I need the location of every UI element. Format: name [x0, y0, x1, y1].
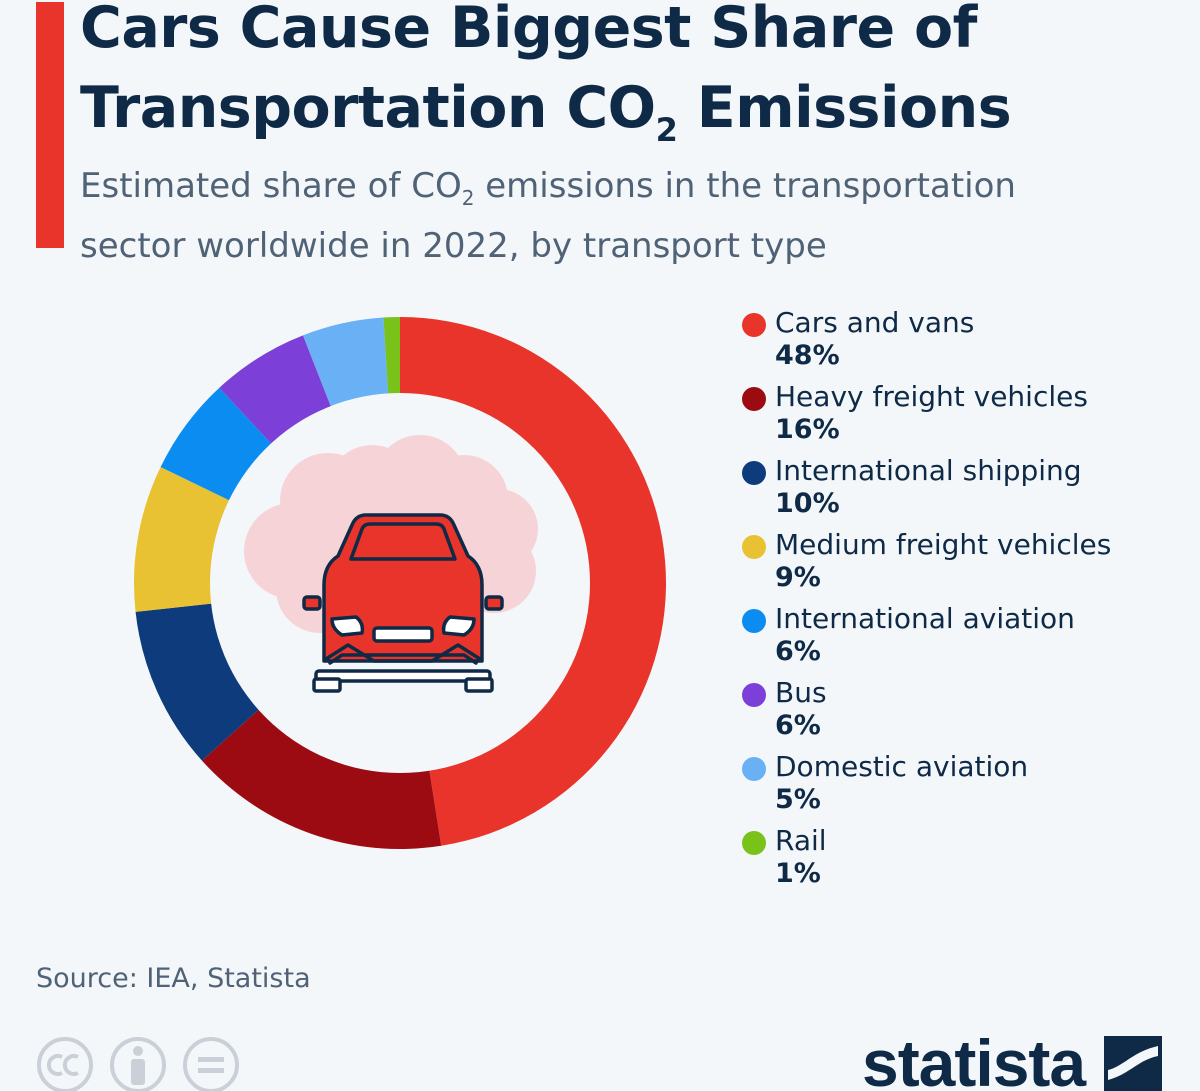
legend-label: Rail — [775, 824, 827, 857]
legend-item-cars-and-vans: Cars and vans 48% — [740, 305, 1190, 379]
legend-swatch — [742, 387, 766, 411]
legend-label: Domestic aviation — [775, 750, 1029, 783]
legend-value: 16% — [775, 414, 840, 445]
page-subtitle: Estimated share of CO2 emissions in the … — [80, 166, 1016, 266]
legend-swatch — [742, 831, 766, 855]
legend-value: 1% — [775, 858, 821, 889]
legend-label: International aviation — [775, 602, 1075, 635]
legend-swatch — [742, 609, 766, 633]
legend-swatch — [742, 757, 766, 781]
legend-value: 6% — [775, 636, 821, 667]
source-note: Source: IEA, Statista — [36, 963, 311, 994]
statista-logo: statista — [862, 1026, 1162, 1091]
legend-item-international-aviation: International aviation 6% — [740, 601, 1190, 675]
legend-label: Bus — [775, 676, 827, 709]
title-line-2: Transportation CO2 Emissions — [80, 75, 1012, 149]
car-icon — [302, 513, 504, 693]
statista-logo-mark — [1104, 1036, 1162, 1091]
legend-item-bus: Bus 6% — [740, 675, 1190, 749]
donut-chart — [133, 317, 667, 850]
legend-label: Medium freight vehicles — [775, 528, 1112, 561]
page-title: Cars Cause Biggest Share of Transportati… — [80, 0, 1190, 170]
legend-label: Heavy freight vehicles — [775, 380, 1088, 413]
legend-item-heavy-freight-vehicles: Heavy freight vehicles 16% — [740, 379, 1190, 453]
legend-value: 6% — [775, 710, 821, 741]
legend-item-rail: Rail 1% — [740, 823, 1190, 897]
legend-item-international-shipping: International shipping 10% — [740, 453, 1190, 527]
legend-label: International shipping — [775, 454, 1082, 487]
legend-label: Cars and vans — [775, 306, 975, 339]
title-line-1: Cars Cause Biggest Share of — [80, 0, 977, 61]
legend-swatch — [742, 535, 766, 559]
license-icons — [37, 1037, 239, 1091]
legend-value: 5% — [775, 784, 821, 815]
legend-value: 48% — [775, 340, 840, 371]
cc-icon — [37, 1037, 93, 1091]
accent-bar — [36, 2, 64, 248]
legend-item-medium-freight-vehicles: Medium freight vehicles 9% — [740, 527, 1190, 601]
legend-value: 9% — [775, 562, 821, 593]
legend-value: 10% — [775, 488, 840, 519]
no-derivatives-icon — [183, 1037, 239, 1091]
attribution-icon — [110, 1037, 166, 1091]
legend-item-domestic-aviation: Domestic aviation 5% — [740, 749, 1190, 823]
legend-swatch — [742, 313, 766, 337]
statista-logo-text: statista — [862, 1026, 1087, 1091]
chart-legend: Cars and vans 48% Heavy freight vehicles 16… — [740, 305, 1190, 897]
car-with-exhaust-cloud-icon — [244, 435, 538, 693]
legend-swatch — [742, 461, 766, 485]
legend-swatch — [742, 683, 766, 707]
